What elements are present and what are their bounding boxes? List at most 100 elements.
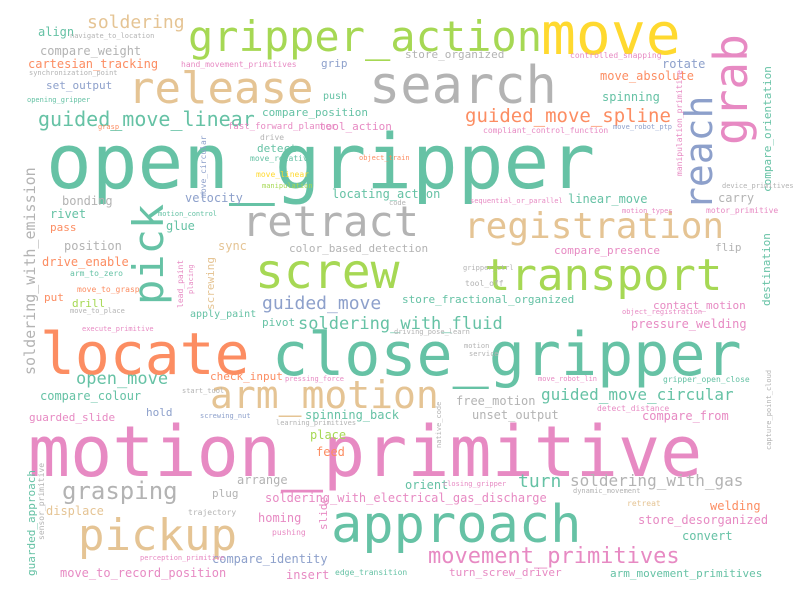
word-linear-move: linear_move	[568, 192, 648, 206]
word-device-primitives: device_primitives	[722, 182, 794, 190]
word-motion-primitive: motion_primitive	[28, 411, 703, 493]
word-compare-presence: compare_presence	[554, 244, 660, 257]
word-object-train: object_train	[359, 154, 410, 162]
word-move-robot-lin: move_robot_lin	[538, 375, 598, 383]
word-compare-colour: compare_colour	[40, 389, 142, 403]
word-guided-move-circular: guided_move_circular	[541, 385, 734, 404]
word-move-to-place: move_to_place	[70, 307, 125, 315]
word-color-based-detection: color_based_detection	[289, 242, 429, 255]
word-soldering-with-fluid: soldering_with_fluid	[298, 314, 503, 334]
word-controlled-snapping: controlled_snapping	[570, 51, 662, 60]
word-store-desorganized: store_desorganized	[638, 513, 769, 527]
word-placing: placing	[187, 264, 195, 294]
word-arrange: arrange	[237, 473, 288, 487]
word-hold: hold	[146, 406, 173, 419]
word-synchronization-point: synchronization_point	[29, 69, 118, 77]
word-motion-types: motion_types	[622, 207, 673, 215]
word-turn-screw-driver: turn_screw_driver	[449, 566, 562, 579]
word-lead-paint: lead_paint	[176, 259, 185, 308]
word-compliant-control-function: compliant_control_function	[483, 126, 609, 135]
word-store-fractional-organized: store_fractional_organized	[402, 293, 575, 306]
word-glue: glue	[166, 219, 195, 233]
word-compare-identity: compare_identity	[212, 552, 328, 566]
word-spinning: spinning	[602, 90, 660, 104]
word-service: service	[469, 350, 499, 358]
word-locating-action: locating_action	[332, 187, 441, 201]
word-flip: flip	[715, 241, 742, 254]
word-opening-gripper: opening_gripper	[27, 96, 91, 104]
word-put: put	[44, 291, 64, 304]
word-grip: grip	[321, 57, 348, 70]
word-detect-distance: detect_distance	[597, 404, 670, 413]
word-cartesian-tracking: cartesian_tracking	[28, 57, 159, 71]
word-object-registration: object_registration	[622, 308, 703, 316]
word-set-output: set_output	[46, 79, 113, 92]
word-compare-orientation: compare_orientation	[761, 66, 774, 192]
word-open-move: open_move	[76, 369, 169, 389]
word-hand-movement-primitives: hand_movement_primitives	[181, 60, 297, 69]
word-movement-primitives: movement_primitives	[428, 544, 680, 569]
word-displace: displace	[46, 504, 104, 518]
word-push: push	[323, 91, 348, 102]
word-fast-forward-planner: fast_forward_planner	[228, 122, 337, 132]
word-rivet: rivet	[50, 207, 87, 221]
word-dynamic-movement: dynamic_movement	[573, 487, 641, 495]
word-apply-paint: apply_paint	[190, 309, 257, 320]
word-driving-pose-learn: driving_pose_learn	[394, 328, 470, 336]
word-screwing-nut: screwing_nut	[200, 412, 251, 420]
word-position: position	[64, 239, 122, 253]
word-soldering-with-emission: soldering_with_emission	[21, 167, 39, 375]
word-close-gripper: close_gripper	[272, 320, 742, 390]
word-grasping: grasping	[62, 477, 178, 505]
word-tool-off: tool_off	[465, 279, 504, 288]
word-screwing: screwing	[204, 257, 217, 310]
word-velocity: velocity	[185, 191, 243, 205]
word-insert: insert	[286, 568, 330, 582]
word-destination: destination	[760, 233, 773, 306]
word-registration: registration	[464, 206, 725, 247]
word-learning-primitives: learning_primitives	[276, 419, 357, 427]
word-start-tool: start_tool	[182, 387, 225, 395]
word-soldering-with-gas: soldering_with_gas	[570, 471, 744, 490]
word-unset-output: unset_output	[472, 408, 559, 422]
word-motion: motion	[464, 342, 490, 350]
word-compare-from: compare_from	[642, 409, 729, 423]
word-trajectory: trajectory	[188, 508, 237, 517]
word-edge-transition: edge_transition	[335, 568, 408, 577]
word-pass: pass	[50, 221, 77, 234]
word-feed: feed	[316, 445, 345, 459]
word-pickup: pickup	[78, 510, 237, 561]
word-grasp: grasp	[98, 123, 120, 131]
word-contact-motion: contact_motion	[653, 299, 746, 312]
word-move-circular: move_circular	[199, 135, 208, 198]
word-transport: transport	[484, 250, 723, 301]
word-sensor-primitive: sensor_primitive	[37, 462, 46, 540]
word-homing: homing	[258, 511, 302, 525]
word-bonding: bonding	[62, 194, 113, 208]
word-pushing: pushing	[272, 528, 306, 537]
word-rotate: rotate	[662, 57, 706, 71]
word-closing-gripper: closing_gripper	[443, 480, 507, 488]
word-move-to-record-position: move_to_record_position	[60, 566, 227, 580]
word-sequential-or-parallel: sequential_or_parallel	[470, 197, 563, 205]
word-perception-primitive: perception_primitive	[140, 554, 225, 562]
word-gripper-open-close: gripper_open_close	[663, 375, 750, 384]
word-retract: retract	[242, 197, 420, 246]
word-execute-primitive: execute_primitive	[82, 325, 154, 333]
word-soldering: soldering	[87, 12, 185, 33]
word-native-code: native_code	[435, 401, 443, 448]
word-drive: drive	[260, 133, 285, 142]
word-arm-motion: arm_motion	[210, 373, 439, 417]
word-code: code	[389, 199, 406, 207]
word-release: release	[128, 63, 314, 114]
word-guided-move: guided_move	[262, 293, 382, 314]
word-arm-movement-primitives: arm_movement_primitives	[610, 567, 763, 580]
word-convert: convert	[682, 529, 733, 543]
word-approach: approach	[331, 495, 582, 555]
word-place: place	[310, 428, 347, 442]
word-check-input: check_input	[210, 370, 283, 383]
word-move: move	[541, 0, 681, 68]
word-free-motion: free_motion	[456, 394, 536, 408]
word-search: search	[369, 56, 557, 116]
